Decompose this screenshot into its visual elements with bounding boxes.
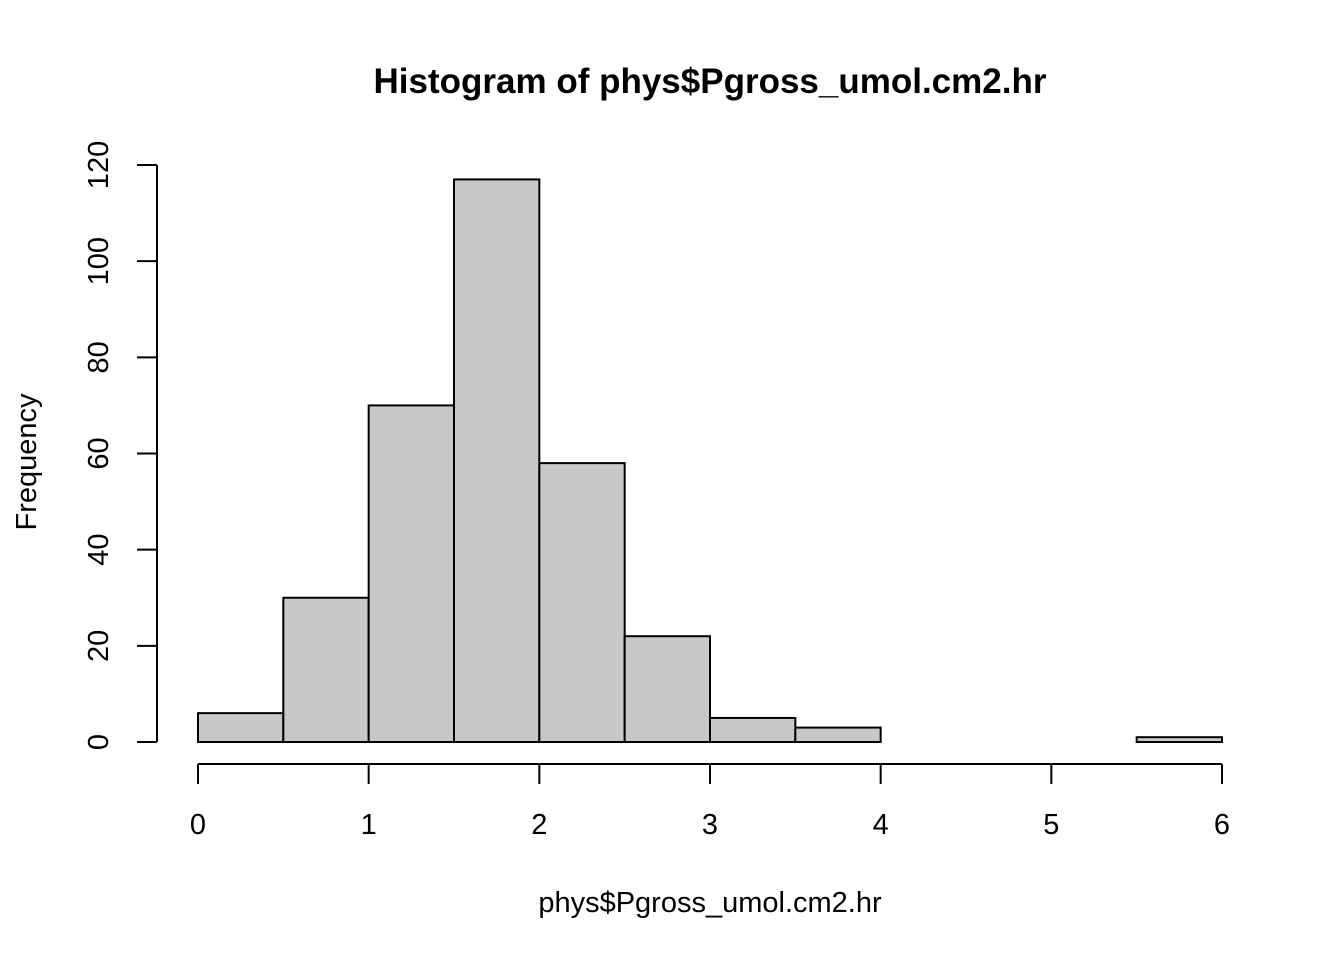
y-tick-label: 120	[83, 141, 115, 189]
histogram-bar-1	[282, 596, 370, 743]
histogram-bar-6	[709, 716, 797, 743]
x-tick-label: 3	[702, 809, 718, 841]
y-axis-label: Frequency	[11, 393, 43, 531]
y-tick-label: 40	[83, 534, 115, 566]
x-tick-label: 2	[531, 809, 547, 841]
histogram-bar-3	[453, 178, 541, 744]
histogram-bar-0	[197, 712, 285, 744]
y-tick-label: 60	[83, 437, 115, 469]
y-axis: 0 20 40 60 80 100 120	[83, 141, 158, 750]
y-tick-label: 20	[83, 630, 115, 662]
x-tick-label: 6	[1214, 809, 1230, 841]
histogram-bar-4	[538, 462, 626, 743]
bars-group	[197, 178, 1223, 744]
x-axis-label: phys$Pgross_umol.cm2.hr	[538, 887, 882, 919]
x-tick-label: 5	[1043, 809, 1059, 841]
chart-title: Histogram of phys$Pgross_umol.cm2.hr	[374, 62, 1047, 101]
histogram-bar-2	[367, 404, 455, 743]
histogram-bar-5	[623, 635, 712, 744]
x-axis: 0 1 2 3 4 5 6	[190, 763, 1230, 841]
x-tick-label: 1	[361, 809, 377, 841]
x-tick-label: 0	[190, 809, 206, 841]
histogram-bar-11	[1135, 736, 1223, 743]
y-tick-label: 100	[83, 237, 115, 285]
histogram-bar-7	[794, 726, 882, 744]
x-tick-label: 4	[873, 809, 889, 841]
y-tick-label: 0	[83, 734, 115, 750]
y-tick-label: 80	[83, 341, 115, 373]
